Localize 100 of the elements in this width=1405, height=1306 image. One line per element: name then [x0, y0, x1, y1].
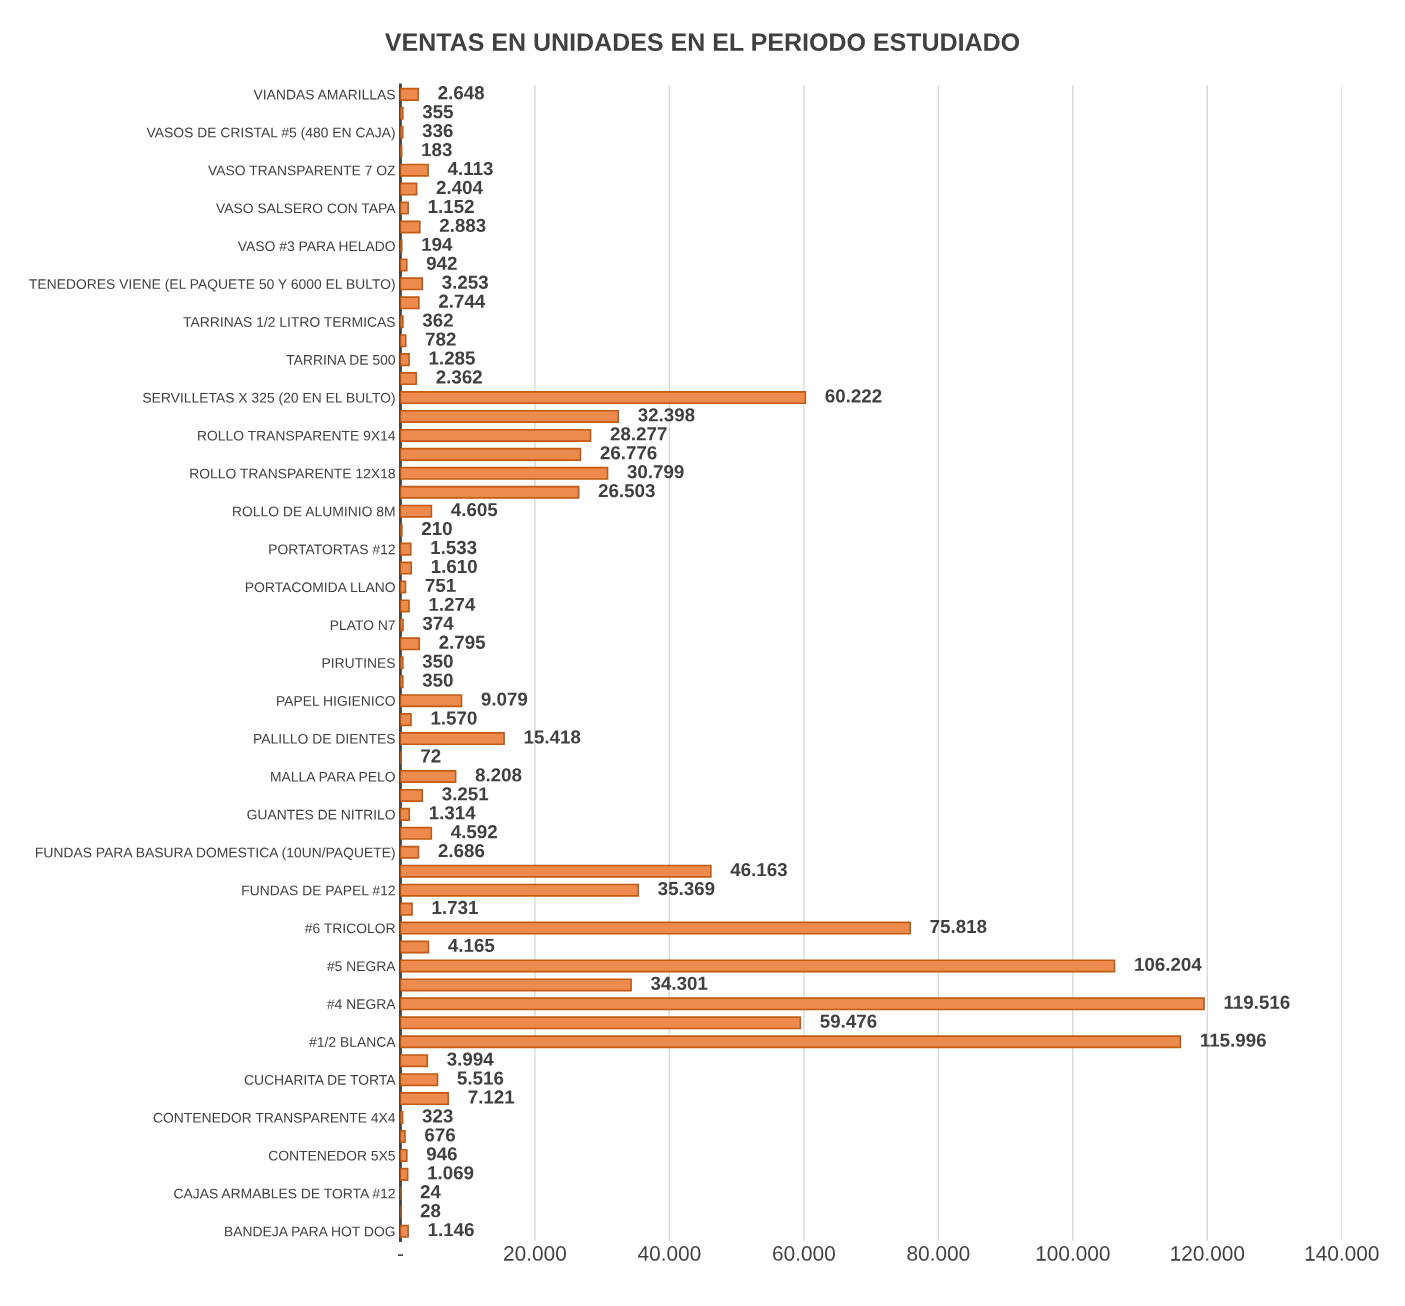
data-label: 28: [420, 1204, 441, 1218]
bar: [400, 864, 712, 878]
x-tick-label: 60.000: [773, 1246, 835, 1261]
data-label: 1.152: [428, 199, 474, 214]
y-tick-label: #5 NEGRA: [326, 961, 396, 972]
bar: [400, 1054, 429, 1068]
bar: [400, 1073, 439, 1087]
bar: [400, 1035, 1182, 1049]
bar: [400, 182, 418, 196]
data-label: 946: [426, 1147, 457, 1161]
data-label: 350: [422, 673, 453, 687]
data-label: 676: [425, 1128, 456, 1142]
y-tick-label: TARRINA DE 500: [286, 354, 396, 365]
data-label: 72: [421, 749, 441, 763]
data-label: 24: [420, 1185, 441, 1199]
bar: [400, 106, 404, 120]
bar: [400, 125, 404, 139]
data-label: 1.533: [431, 540, 477, 555]
data-label: 15.418: [524, 730, 581, 744]
y-tick-label: FUNDAS PARA BASURA DOMESTICA (10UN/PAQUETE): [36, 847, 395, 861]
bar: [400, 599, 410, 613]
bar: [400, 940, 430, 954]
data-label: 3.251: [442, 787, 489, 801]
y-tick-label: CONTENEDOR TRANSPARENTE 4X4: [153, 1112, 396, 1123]
y-tick-label: PAPEL HIGIENICO: [277, 696, 395, 706]
data-label: 1.274: [429, 597, 476, 611]
data-label: 115.996: [1201, 1033, 1266, 1047]
data-label: 9.079: [481, 692, 528, 706]
bar: [400, 485, 580, 499]
data-label: 30.799: [627, 465, 684, 479]
data-label: 4.592: [451, 825, 497, 839]
data-label: 782: [425, 332, 456, 346]
x-tick-label: 120.000: [1171, 1246, 1245, 1261]
bar: [400, 788, 424, 802]
bar: [400, 978, 632, 992]
bar: [400, 769, 457, 784]
y-tick-label: VASO #3 PARA HELADO: [237, 241, 395, 252]
bar: [400, 353, 410, 367]
x-tick-label: 20.000: [504, 1246, 566, 1261]
bar: [400, 656, 404, 670]
bar: [400, 921, 912, 935]
bar: [400, 713, 412, 727]
data-label: 2.648: [438, 86, 485, 100]
bar: [400, 580, 407, 594]
y-tick-label: MALLA PARA PELO: [271, 771, 395, 782]
bar: [400, 504, 433, 518]
data-label: 942: [426, 256, 457, 270]
y-tick-label: CUCHARITA DE TORTA: [244, 1074, 396, 1085]
y-tick-label: ROLLO TRANSPARENTE 9X14: [198, 430, 396, 441]
y-tick-label: SERVILLETAS X 325 (20 EN EL BULTO): [142, 392, 395, 406]
bar: [400, 1016, 802, 1030]
y-tick-label: VIANDAS AMARILLAS: [253, 89, 395, 100]
data-label: 350: [422, 654, 453, 668]
bar: [400, 902, 413, 916]
bar: [400, 959, 1116, 973]
bar: [400, 391, 807, 405]
y-tick-label: FUNDAS DE PAPEL #12: [242, 885, 395, 896]
data-label: 34.301: [650, 976, 708, 990]
bar: [400, 637, 421, 651]
bar: [400, 807, 411, 821]
data-label: 7.121: [468, 1090, 515, 1104]
data-label: 374: [422, 616, 454, 630]
y-tick-label: PIRUTINES: [322, 658, 395, 668]
y-tick-label: PLATO N7: [330, 620, 395, 631]
bar: [400, 258, 408, 272]
data-label: 60.222: [825, 389, 882, 403]
data-label: 355: [422, 105, 454, 119]
data-label: 1.069: [428, 1166, 474, 1180]
y-tick-label: #6 TRICOLOR: [304, 923, 395, 934]
data-label: 106.204: [1135, 957, 1202, 971]
data-label: 1.570: [431, 711, 477, 725]
data-label: 75.818: [930, 919, 987, 934]
data-label: 2.404: [436, 180, 483, 195]
data-label: 1.731: [432, 900, 478, 915]
bar: [400, 372, 418, 386]
data-label: 5.516: [457, 1071, 504, 1085]
data-label: 362: [422, 313, 453, 327]
data-label: 751: [425, 578, 456, 593]
data-label: 194: [422, 237, 453, 251]
bar: [400, 826, 433, 840]
data-label: 2.795: [439, 635, 486, 649]
y-tick-label: CONTENEDOR 5X5: [268, 1150, 395, 1161]
y-tick-label: VASO SALSERO CON TAPA: [216, 203, 396, 214]
data-label: 1.314: [429, 806, 476, 820]
data-label: 28.277: [610, 427, 667, 441]
bar: [400, 277, 424, 291]
data-label: 59.476: [820, 1014, 877, 1028]
data-label: 3.253: [442, 275, 488, 289]
data-label: 323: [422, 1109, 453, 1123]
bar: [400, 997, 1205, 1011]
data-label: 2.883: [439, 218, 486, 233]
data-label: 26.503: [598, 484, 655, 498]
data-label: 119.516: [1224, 995, 1290, 1009]
data-label: 8.208: [475, 768, 522, 782]
bar: [400, 220, 421, 234]
bar: [400, 201, 410, 215]
bar: [400, 675, 404, 689]
data-label: 336: [422, 124, 453, 138]
y-tick-label: CAJAS ARMABLES DE TORTA #12: [174, 1188, 395, 1199]
bar: [400, 334, 407, 348]
